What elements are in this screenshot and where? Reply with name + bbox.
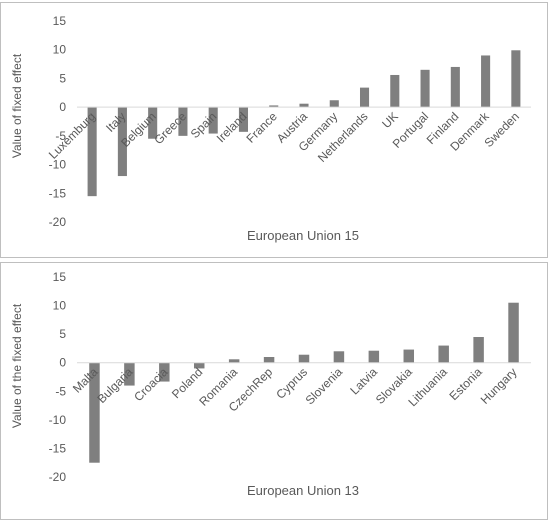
y-tick-label: 10 <box>53 299 67 313</box>
y-tick-label: -10 <box>49 413 67 427</box>
bar <box>299 103 309 108</box>
bar <box>508 302 519 363</box>
category-labels: Luxemburg ItalyBelgiumGreeceSpainIrelandF… <box>46 109 522 165</box>
chart-subtitle: European Union 15 <box>247 228 359 243</box>
bar <box>117 107 127 177</box>
y-tick-label: -15 <box>49 186 67 200</box>
y-tick-label: 15 <box>53 270 67 284</box>
y-tick-label: 5 <box>59 327 66 341</box>
bar <box>450 66 460 108</box>
bar <box>359 87 370 108</box>
bar <box>329 100 339 108</box>
bar <box>228 359 240 363</box>
y-tick-label: -10 <box>49 158 67 172</box>
bar <box>269 105 279 108</box>
bar <box>89 362 100 463</box>
y-tick-label: -15 <box>49 441 67 455</box>
bar <box>124 362 135 386</box>
y-tick-label: -20 <box>49 215 67 229</box>
bar <box>473 337 484 363</box>
bars <box>89 302 519 463</box>
y-tick-label: 10 <box>53 43 67 57</box>
y-ticks: 15 10 5 0 -5 -10 -15 -20 <box>49 14 67 229</box>
y-tick-label: 0 <box>59 100 66 114</box>
y-tick-label: -20 <box>49 470 67 484</box>
category-label: Slovenia <box>303 365 346 408</box>
bar <box>333 351 345 363</box>
chart-panel-eu13: Value of the fixed effect 15 10 5 0 -5 -10 -15… <box>0 262 548 520</box>
y-tick-label: -5 <box>55 129 66 143</box>
y-axis-label: Value of the fixed effect <box>10 303 24 428</box>
category-labels: MaltaBulgariaCroaciaPolandRomaniaCzechRe… <box>70 365 520 415</box>
bar <box>420 69 430 108</box>
y-axis-label: Value of fixed effect <box>10 53 24 158</box>
category-label: Lithuania <box>405 365 450 410</box>
chart-subtitle: European Union 13 <box>247 483 359 498</box>
chart-panel-eu15: Value of fixed effect 15 10 5 0 -5 -10 -15 -20 … <box>0 2 548 258</box>
category-label: France <box>244 109 281 146</box>
bar <box>368 350 380 363</box>
chart-eu13: Value of the fixed effect 15 10 5 0 -5 -10 -15… <box>10 270 531 498</box>
bar <box>87 107 97 197</box>
bar <box>208 107 218 134</box>
bar <box>390 74 400 108</box>
category-label: Croacia <box>131 365 170 404</box>
y-tick-label: 0 <box>59 356 66 370</box>
bar <box>193 362 205 369</box>
bar <box>298 354 310 363</box>
bar <box>148 107 158 139</box>
bar <box>238 107 249 132</box>
bar <box>481 55 491 108</box>
bar <box>403 349 415 363</box>
y-tick-label: -5 <box>55 384 66 398</box>
bars <box>87 50 521 197</box>
chart-eu15: Value of fixed effect 151050-5-10-15-20 … <box>10 14 531 243</box>
bar <box>178 107 188 136</box>
y-tick-label: 5 <box>59 71 66 85</box>
category-label: Hungary <box>478 365 520 407</box>
y-tick-label: 15 <box>53 14 67 28</box>
category-label: UK <box>379 109 401 131</box>
category-label: Latvia <box>347 365 380 398</box>
y-ticks: 15 10 5 0 -5 -10 -15 -20 <box>49 270 67 484</box>
bar <box>438 345 449 363</box>
bar <box>511 50 521 108</box>
bar <box>159 362 170 382</box>
bar <box>263 357 275 363</box>
